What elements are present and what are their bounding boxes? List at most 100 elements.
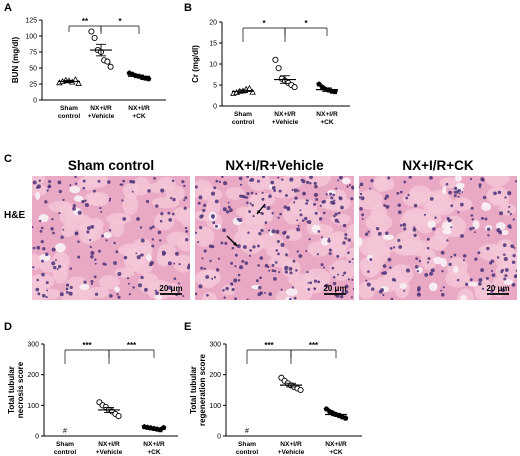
data-point [75,79,82,86]
x-category-label: Sham control [54,441,77,456]
nucleus [337,179,340,182]
tubule-cell [39,288,62,300]
nucleus [396,191,400,195]
nucleus [198,195,203,200]
nucleus [147,189,151,193]
nucleus [246,176,249,178]
y-tick-label: 50 [29,66,37,73]
sig-label: * [118,17,122,26]
nucleus [90,280,94,284]
nucleus [347,278,350,281]
y-tick-label: 100 [209,403,221,410]
tubule-cell [279,176,304,189]
nucleus [149,226,153,230]
nucleus [314,184,318,189]
nucleus [344,284,349,289]
tubule-cell [491,276,506,298]
nucleus [129,179,133,184]
tubule-lumen [501,229,509,236]
nucleus [279,212,282,216]
nucleus [50,227,54,231]
nucleus [317,280,321,284]
nucleus [470,206,474,210]
nucleus [325,193,328,196]
nucleus [361,217,364,220]
nucleus [402,223,407,227]
tubule-cell [156,252,171,267]
nucleus [117,295,121,299]
tubule-lumen [454,176,462,182]
nucleus [487,234,490,237]
nucleus [32,180,37,185]
nucleus [81,200,85,204]
tubule-cell [323,195,351,212]
nucleus [271,186,276,190]
nucleus [289,271,293,275]
nucleus [57,264,62,269]
nucleus [155,291,159,296]
nucleus [74,176,77,178]
nucleus [504,274,508,278]
nucleus [139,226,143,229]
nucleus [405,268,411,273]
nucleus [359,196,361,199]
nucleus [486,246,490,251]
tubule-cell [77,176,98,191]
nucleus [462,259,465,262]
nucleus [302,191,306,196]
nucleus [342,241,346,245]
nucleus [154,289,157,292]
histology-title: NX+I/R+CK [402,158,474,173]
x-category-label-line: NX+I/R [90,105,112,112]
nucleus [41,272,45,277]
nucleus [277,176,280,179]
nucleus [367,230,370,233]
y-tick-label: 300 [209,342,221,349]
nucleus [432,227,436,231]
x-category-label-line: NX+I/R [316,111,338,118]
y-axis-label: Cr (mg/dl) [191,45,200,83]
nucleus [173,277,177,281]
nucleus [507,224,512,229]
nucleus [426,246,430,250]
tubule-cell [195,179,214,200]
nucleus [90,250,95,255]
nucleus [375,227,380,231]
nucleus [261,191,264,194]
tubule-cell [237,219,265,236]
nucleus [313,192,319,198]
nucleus [74,231,79,236]
nucleus [218,180,222,184]
nucleus [140,275,144,280]
x-category-label: Sham control [232,111,255,126]
nucleus [309,281,313,285]
nucleus [416,270,420,273]
tubule-lumen [382,234,395,240]
x-category-label-line: +CK [329,449,343,456]
tubule-cell [87,191,110,207]
nucleus [177,282,180,285]
x-category-label: Sham control [236,441,259,456]
nucleus [108,197,112,201]
nucleus [38,179,42,182]
nucleus [344,290,349,294]
nucleus [197,241,200,244]
nucleus [297,224,300,227]
nucleus [366,282,371,287]
tubule-cell [484,176,510,187]
x-category-label-line: +CK [132,113,146,120]
histology-tile [195,176,354,300]
nucleus [490,259,495,263]
tubule-lumen [321,238,330,246]
nucleus [291,286,295,289]
nucleus [309,181,312,185]
y-axis-label-line: necrosis score [16,361,25,418]
tubule-cell [122,194,139,216]
nucleus [511,283,516,287]
nucleus [109,294,113,298]
nucleus [94,292,99,296]
nucleus [512,253,516,258]
nucleus [45,252,49,257]
nucleus [485,276,489,280]
